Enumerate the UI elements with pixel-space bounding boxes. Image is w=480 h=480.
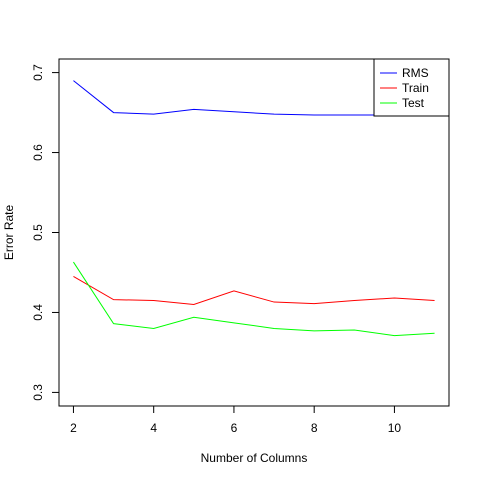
y-tick-label: 0.4 xyxy=(31,304,45,321)
legend-label-rms: RMS xyxy=(402,66,429,80)
y-tick-label: 0.5 xyxy=(31,224,45,241)
x-axis-title: Number of Columns xyxy=(201,451,308,465)
legend-label-test: Test xyxy=(402,96,425,110)
series-line-train xyxy=(73,276,435,305)
y-tick-label: 0.6 xyxy=(31,144,45,161)
y-tick-label: 0.7 xyxy=(31,64,45,81)
x-tick-label: 4 xyxy=(150,421,157,435)
y-tick-label: 0.3 xyxy=(31,384,45,401)
x-tick-label: 10 xyxy=(388,421,402,435)
x-tick-label: 6 xyxy=(231,421,238,435)
x-tick-label: 8 xyxy=(311,421,318,435)
legend-label-train: Train xyxy=(402,81,429,95)
x-axis: 2 4 6 8 10 xyxy=(70,405,402,435)
series-line-test xyxy=(73,261,435,337)
x-tick-label: 2 xyxy=(70,421,77,435)
y-axis-title: Error Rate xyxy=(2,205,16,261)
y-axis: 0.3 0.4 0.5 0.6 0.7 xyxy=(31,64,60,401)
